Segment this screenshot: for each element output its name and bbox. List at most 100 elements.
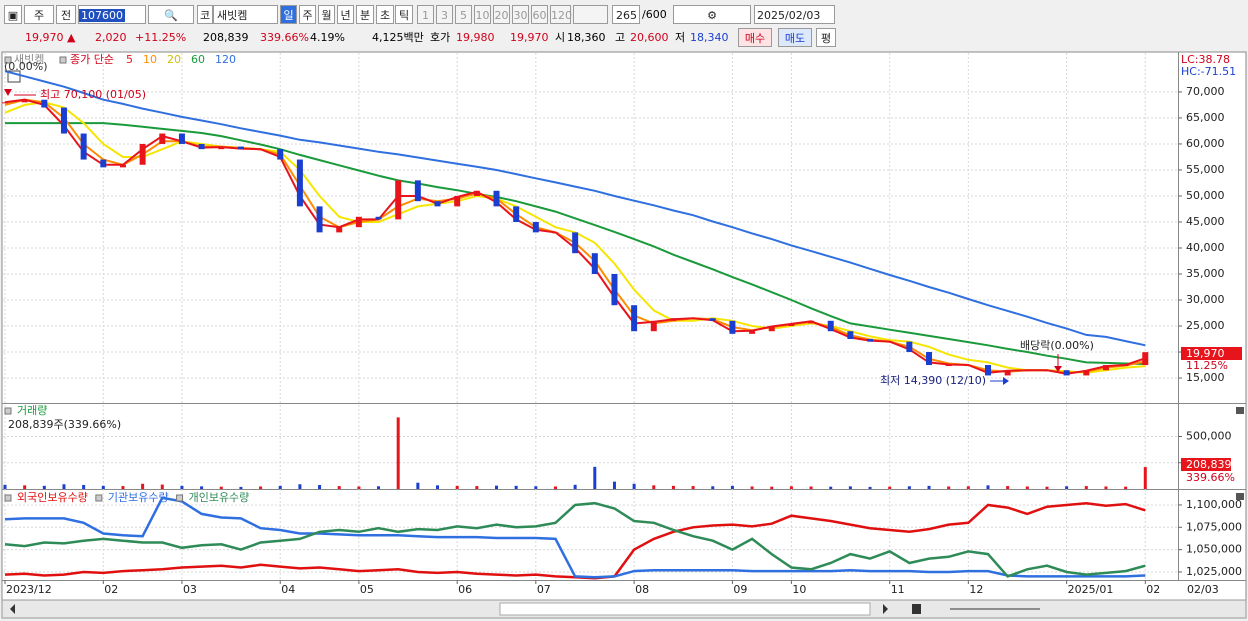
volume-bar bbox=[868, 486, 872, 489]
x-tick-label: 04 bbox=[281, 583, 295, 596]
volume-bar bbox=[239, 486, 243, 489]
high-label: 고 bbox=[615, 31, 626, 44]
sell-button[interactable]: 매도 bbox=[778, 28, 812, 47]
period-button[interactable]: 초 bbox=[376, 5, 394, 24]
icon-button[interactable]: ▣ bbox=[4, 5, 22, 24]
y-tick-label: 500,000 bbox=[1186, 430, 1232, 443]
panel-close[interactable] bbox=[1236, 493, 1244, 500]
empty-select[interactable] bbox=[573, 5, 608, 24]
candle bbox=[847, 331, 854, 340]
stop-button[interactable] bbox=[912, 604, 921, 614]
scroll-thumb[interactable] bbox=[499, 602, 871, 616]
legend-item: 120 bbox=[215, 53, 236, 66]
legend-item: 외국인보유수량 bbox=[17, 491, 88, 504]
volume-bar bbox=[1025, 486, 1029, 489]
y-tick-label: 1,050,000 bbox=[1186, 543, 1242, 556]
last-volume: 208,839 bbox=[1186, 458, 1232, 471]
candle bbox=[80, 133, 87, 160]
volume-bar bbox=[888, 486, 892, 489]
interval-button[interactable]: 1 bbox=[417, 5, 434, 24]
volume-bar bbox=[377, 486, 381, 489]
candle bbox=[159, 133, 166, 144]
volume-bar bbox=[219, 486, 223, 489]
interval-button[interactable]: 30 bbox=[512, 5, 529, 24]
buy-button[interactable]: 매수 bbox=[738, 28, 772, 47]
volume-ratio: 339.66% bbox=[260, 31, 309, 44]
code-input[interactable]: 107600 bbox=[78, 5, 146, 24]
y-tick-label: 30,000 bbox=[1186, 293, 1225, 306]
change: 2,020 bbox=[95, 31, 127, 44]
legend-item: 개인보유수량 bbox=[189, 491, 250, 504]
interval-button[interactable]: 10 bbox=[474, 5, 491, 24]
icon-group[interactable]: 🔍 bbox=[148, 5, 194, 24]
series-line bbox=[4, 501, 1146, 578]
legend-item: 10 bbox=[143, 53, 157, 66]
grid-icon[interactable] bbox=[7, 70, 21, 83]
x-tick-label: 07 bbox=[537, 583, 551, 596]
period-button[interactable]: 일 bbox=[280, 5, 297, 24]
period-button[interactable]: 틱 bbox=[395, 5, 413, 24]
volume-bar bbox=[1084, 486, 1088, 489]
period-button[interactable]: 년 bbox=[337, 5, 354, 24]
volume-bar bbox=[829, 486, 833, 489]
volume-bar bbox=[475, 486, 479, 489]
interval-button[interactable]: 60 bbox=[531, 5, 548, 24]
amount: 4,125백만 bbox=[372, 31, 424, 44]
name-input[interactable]: 새빗켐 bbox=[213, 5, 278, 24]
candle bbox=[1122, 365, 1129, 367]
y-tick-label: 55,000 bbox=[1186, 163, 1225, 176]
price: 19,970 ▲ bbox=[25, 31, 76, 44]
y-tick-label: 1,100,000 bbox=[1186, 498, 1242, 511]
candle bbox=[1102, 365, 1109, 371]
panel-close[interactable] bbox=[1236, 407, 1244, 414]
lc-label: LC:38.78 bbox=[1181, 53, 1230, 66]
x-tick-label: 03 bbox=[183, 583, 197, 596]
candle bbox=[355, 216, 362, 228]
period-button[interactable]: 분 bbox=[356, 5, 374, 24]
candle bbox=[1063, 370, 1070, 376]
volume-bar bbox=[553, 486, 557, 489]
interval-button[interactable]: 120 bbox=[550, 5, 572, 24]
volume-bar bbox=[337, 486, 341, 489]
candle bbox=[670, 318, 677, 321]
x-tick-label: 12 bbox=[969, 583, 983, 596]
eval-button[interactable]: 평 bbox=[816, 28, 836, 47]
legend-item: 20 bbox=[167, 53, 181, 66]
candle bbox=[493, 190, 500, 207]
y-tick-label: 15,000 bbox=[1186, 371, 1225, 384]
candle bbox=[650, 320, 657, 332]
date-input[interactable]: 2025/02/03 bbox=[754, 5, 835, 24]
x-end-label: 02/03 bbox=[1187, 583, 1219, 596]
scroll-left[interactable] bbox=[10, 604, 15, 614]
interval-button[interactable]: 3 bbox=[436, 5, 453, 24]
volume-bar bbox=[1124, 486, 1128, 489]
volume-bar bbox=[947, 486, 951, 489]
legend-item: 새빗켐 bbox=[14, 53, 44, 66]
volume-bar bbox=[966, 486, 970, 489]
x-tick-label: 09 bbox=[733, 583, 747, 596]
icon-group[interactable]: ⚙ bbox=[673, 5, 751, 24]
candle bbox=[729, 320, 736, 334]
candle bbox=[768, 326, 775, 332]
candle bbox=[257, 149, 264, 151]
view-select[interactable]: 주 bbox=[24, 5, 54, 24]
volume-bar bbox=[848, 486, 852, 489]
count-input[interactable]: 265 bbox=[612, 5, 640, 24]
candle bbox=[552, 232, 559, 234]
volume-bar bbox=[455, 485, 459, 489]
base-note: (0.00%) bbox=[4, 60, 48, 73]
candle bbox=[611, 273, 618, 306]
interval-button[interactable]: 5 bbox=[455, 5, 472, 24]
period-button[interactable]: 월 bbox=[318, 5, 335, 24]
period-button[interactable]: 주 bbox=[299, 5, 316, 24]
scroll-right[interactable] bbox=[883, 604, 888, 614]
compare-button[interactable]: 전 bbox=[56, 5, 76, 24]
candle bbox=[788, 323, 795, 327]
candle bbox=[414, 180, 421, 202]
x-tick-label: 11 bbox=[891, 583, 905, 596]
candle bbox=[375, 216, 382, 220]
interval-button[interactable]: 20 bbox=[493, 5, 510, 24]
open: 18,360 bbox=[567, 31, 606, 44]
change-pct: +11.25% bbox=[135, 31, 187, 44]
